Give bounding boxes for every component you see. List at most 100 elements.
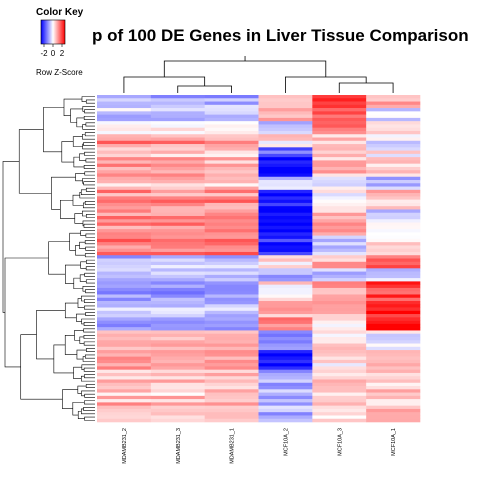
- heatmap-cell: [312, 343, 367, 348]
- heatmap-cell: [312, 412, 367, 416]
- heatmap-cell: [204, 176, 259, 181]
- heatmap-cell: [258, 137, 313, 142]
- dendro-branch: [72, 194, 84, 206]
- heatmap-cell: [97, 395, 152, 400]
- heatmap-cell: [258, 320, 313, 325]
- dendro-branch: [80, 230, 95, 236]
- heatmap-cell: [258, 229, 313, 233]
- dendro-branch: [76, 313, 86, 322]
- heatmap-cell: [150, 261, 205, 266]
- heatmap-cell: [258, 281, 313, 285]
- heatmap-cell: [366, 268, 421, 272]
- heatmap-cell: [366, 101, 421, 106]
- heatmap-cell: [258, 392, 313, 397]
- heatmap-cell: [366, 386, 421, 390]
- heatmap-cell: [366, 294, 421, 299]
- dendro-branch: [84, 374, 95, 379]
- heatmap-cell: [204, 353, 259, 357]
- heatmap-cell: [204, 186, 259, 191]
- dendro-branch: [82, 356, 95, 362]
- heatmap-cell: [258, 405, 313, 410]
- dendro-branch: [83, 341, 95, 346]
- heatmap-cell: [258, 157, 313, 161]
- heatmap-cell: [204, 229, 259, 233]
- heatmap-cell: [97, 160, 152, 164]
- heatmap-cell: [312, 333, 367, 338]
- heatmap-cell: [204, 350, 259, 354]
- heatmap-cell: [204, 127, 259, 132]
- dendro-branch: [84, 151, 95, 156]
- heatmap-cell: [258, 108, 313, 112]
- dendro-branch: [74, 213, 83, 224]
- heatmap-cell: [204, 104, 259, 109]
- heatmap-cell: [258, 314, 313, 318]
- heatmap-cell: [204, 330, 259, 335]
- column-labels: MDAMB231_2 MDAMB231_3 MDAMB231_1 MCF10A_2 MC…: [122, 428, 397, 464]
- heatmap-cell: [97, 402, 152, 406]
- heatmap-cell: [258, 176, 313, 181]
- heatmap-cell: [312, 238, 367, 243]
- heatmap-cell: [97, 180, 152, 184]
- heatmap-cell: [312, 173, 367, 178]
- heatmap-cell: [204, 235, 259, 240]
- heatmap-cell: [97, 232, 152, 236]
- heatmap-cell: [150, 144, 205, 148]
- heatmap-cell: [204, 359, 259, 364]
- heatmap-cell: [150, 363, 205, 367]
- heatmap-cell: [204, 291, 259, 295]
- heatmap-cell: [204, 163, 259, 168]
- dendro-branch: [77, 411, 85, 420]
- heatmap-cell: [258, 209, 313, 214]
- heatmap-cell: [258, 307, 313, 312]
- heatmap-cell: [366, 402, 421, 406]
- heatmap-cell: [204, 199, 259, 204]
- heatmap-cell: [150, 206, 205, 210]
- heatmap-cell: [97, 287, 152, 292]
- heatmap-cell: [258, 258, 313, 263]
- heatmap-cell: [366, 134, 421, 138]
- heatmap-cell: [97, 359, 152, 364]
- heatmap-cell: [366, 366, 421, 370]
- heatmap-cell: [150, 336, 205, 341]
- heatmap-cell: [150, 180, 205, 184]
- heatmap-cell: [366, 98, 421, 102]
- dendro-branch: [83, 406, 95, 411]
- dendro-branch: [84, 132, 95, 137]
- heatmap-cell: [97, 150, 152, 155]
- column-label: MDAMB231_1: [230, 428, 236, 464]
- heatmap-cell: [204, 336, 259, 341]
- heatmap-cell: [366, 238, 421, 243]
- dendro-branch: [82, 178, 95, 184]
- dendro-branch: [83, 328, 95, 333]
- heatmap-cell: [97, 297, 152, 302]
- heatmap-cell: [204, 268, 259, 272]
- dendro-branch: [83, 367, 95, 372]
- heatmap-cell: [366, 408, 421, 413]
- heatmap-cell: [366, 108, 421, 112]
- heatmap-cell: [204, 271, 259, 276]
- dendro-branch: [64, 302, 78, 319]
- color-key-bar: [41, 20, 65, 44]
- heatmap-cell: [150, 395, 205, 400]
- heatmap-cell: [312, 386, 367, 390]
- heatmap-cell: [204, 281, 259, 285]
- heatmap-cell: [204, 222, 259, 227]
- heatmap-cell: [97, 245, 152, 249]
- heatmap-cell: [97, 346, 152, 351]
- heatmap-cell: [97, 98, 152, 102]
- heatmap-cell: [312, 278, 367, 282]
- heatmap-cell: [97, 219, 152, 223]
- dendro-branch: [85, 266, 95, 271]
- heatmap-cell: [312, 310, 367, 315]
- dendro-branch: [84, 200, 95, 205]
- heatmap-cell: [366, 399, 421, 403]
- heatmap-cell: [204, 310, 259, 315]
- dendro-branch: [84, 416, 95, 421]
- heatmap-cell: [204, 294, 259, 299]
- heatmap-cell: [204, 333, 259, 338]
- heatmap-cell: [312, 274, 367, 279]
- heatmap-cell: [258, 189, 313, 194]
- heatmap-cell: [312, 359, 367, 364]
- heatmap-cell: [150, 166, 205, 171]
- heatmap-cell: [312, 140, 367, 145]
